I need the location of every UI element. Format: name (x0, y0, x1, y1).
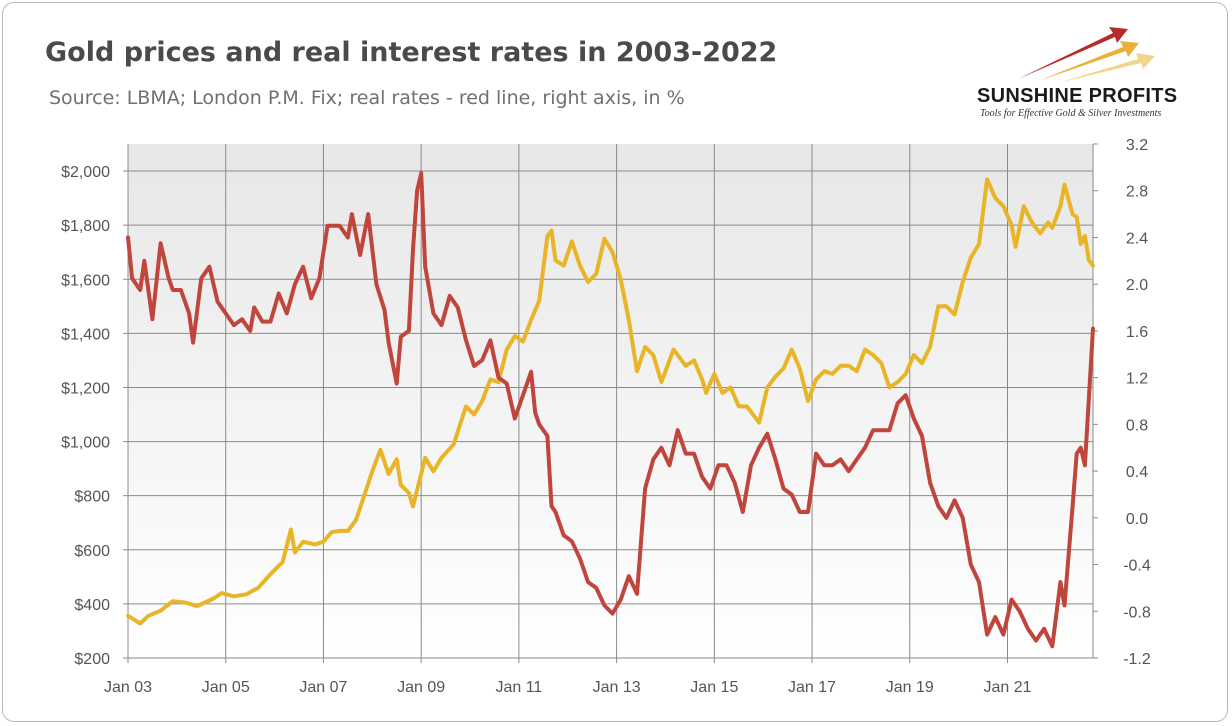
x-axis-tick-label: Jan 03 (104, 679, 152, 696)
right-axis-tick-label: 0.8 (1126, 417, 1148, 434)
x-axis-tick-label: Jan 13 (593, 679, 641, 696)
right-axis-tick-label: 0.0 (1126, 511, 1148, 528)
sunshine-profits-logo: SUNSHINE PROFITS Tools for Effective Gol… (963, 21, 1225, 125)
chart-title: Gold prices and real interest rates in 2… (45, 37, 778, 68)
left-axis-tick-label: $1,800 (61, 218, 110, 235)
left-axis-tick-label: $200 (74, 651, 110, 668)
x-axis-tick-label: Jan 05 (202, 679, 250, 696)
right-axis-tick-label: 1.6 (1126, 324, 1148, 341)
x-axis-tick-label: Jan 09 (397, 679, 445, 696)
left-axis-tick-label: $600 (74, 543, 110, 560)
right-axis-tick-label: 0.4 (1126, 464, 1148, 481)
right-axis-tick-label: 2.0 (1126, 277, 1148, 294)
logo-tagline: Tools for Effective Gold & Silver Invest… (980, 108, 1162, 119)
x-axis-tick-label: Jan 21 (983, 679, 1031, 696)
rising-arrows-logo-icon (1018, 27, 1155, 83)
right-axis-tick-label: 3.2 (1126, 137, 1148, 154)
plot-area (128, 144, 1093, 658)
x-axis-tick-label: Jan 17 (788, 679, 836, 696)
chart-subtitle: Source: LBMA; London P.M. Fix; real rate… (49, 87, 685, 109)
right-axis-tick-label: -1.2 (1123, 651, 1151, 668)
x-axis-tick-label: Jan 15 (690, 679, 738, 696)
left-axis-tick-label: $1,600 (61, 272, 110, 289)
left-axis-tick-label: $1,000 (61, 435, 110, 452)
logo-name: SUNSHINE PROFITS (977, 85, 1178, 107)
right-axis-tick-label: -0.4 (1123, 558, 1151, 575)
x-axis-tick-label: Jan 07 (299, 679, 347, 696)
left-axis-tick-label: $2,000 (61, 164, 110, 181)
right-axis-tick-label: 2.4 (1126, 230, 1148, 247)
right-axis-tick-label: 2.8 (1126, 184, 1148, 201)
right-axis-tick-label: 1.2 (1126, 371, 1148, 388)
left-axis-tick-label: $1,400 (61, 326, 110, 343)
real-rates-line (126, 171, 1095, 649)
left-axis-tick-label: $1,200 (61, 380, 110, 397)
right-axis-tick-label: -0.8 (1123, 604, 1151, 621)
left-axis-tick-label: $400 (74, 597, 110, 614)
gold-price-line (126, 177, 1095, 626)
x-axis-tick-label: Jan 19 (886, 679, 934, 696)
left-axis-tick-label: $800 (74, 489, 110, 506)
x-axis-tick-label: Jan 11 (495, 679, 542, 696)
